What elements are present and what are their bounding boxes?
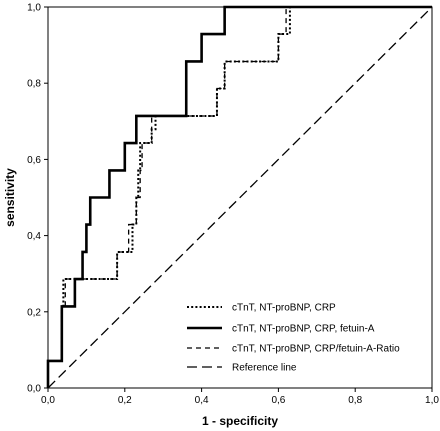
y-tick-label: 0,4 — [27, 231, 41, 242]
legend-label: Reference line — [232, 363, 297, 374]
legend: cTnT, NT-proBNP, CRP cTnT, NT-proBNP, CRP… — [187, 303, 400, 374]
legend-label: cTnT, NT-proBNP, CRP, fetuin-A — [232, 324, 375, 335]
y-tick-label: 0,2 — [27, 307, 41, 318]
x-tick-label: 0,4 — [195, 395, 209, 406]
legend-label: cTnT, NT-proBNP, CRP/fetuin-A-Ratio — [232, 344, 400, 355]
y-tick-label: 1,0 — [27, 3, 41, 14]
x-tick-label: 0,8 — [348, 395, 362, 406]
y-tick-label: 0,0 — [27, 384, 41, 395]
x-tick-label: 0,0 — [41, 395, 55, 406]
legend-label: cTnT, NT-proBNP, CRP — [232, 303, 336, 314]
series-line-ctnt-nt-probnp-crp — [47, 6, 432, 388]
series-line-ctnt-nt-probnp-crp-fetuin-a-ratio — [47, 6, 432, 388]
series-line-reference-line — [47, 6, 433, 389]
x-tick-label: 0,6 — [271, 395, 285, 406]
axis-ticks: 0,0 0,2 0,4 0,6 0,8 1,0 0,0 0,2 0,4 0,6 0,8 1,0 — [27, 3, 439, 407]
series-layer — [46, 5, 433, 389]
y-tick-label: 0,8 — [27, 79, 41, 90]
x-tick-label: 1,0 — [425, 395, 439, 406]
x-tick-label: 0,2 — [118, 395, 132, 406]
x-axis-label: 1 - specificity — [202, 414, 278, 428]
series-line-ctnt-nt-probnp-crp-fetuin-a — [46, 5, 432, 388]
y-axis-label: sensitivity — [3, 168, 17, 227]
y-tick-label: 0,6 — [27, 155, 41, 166]
